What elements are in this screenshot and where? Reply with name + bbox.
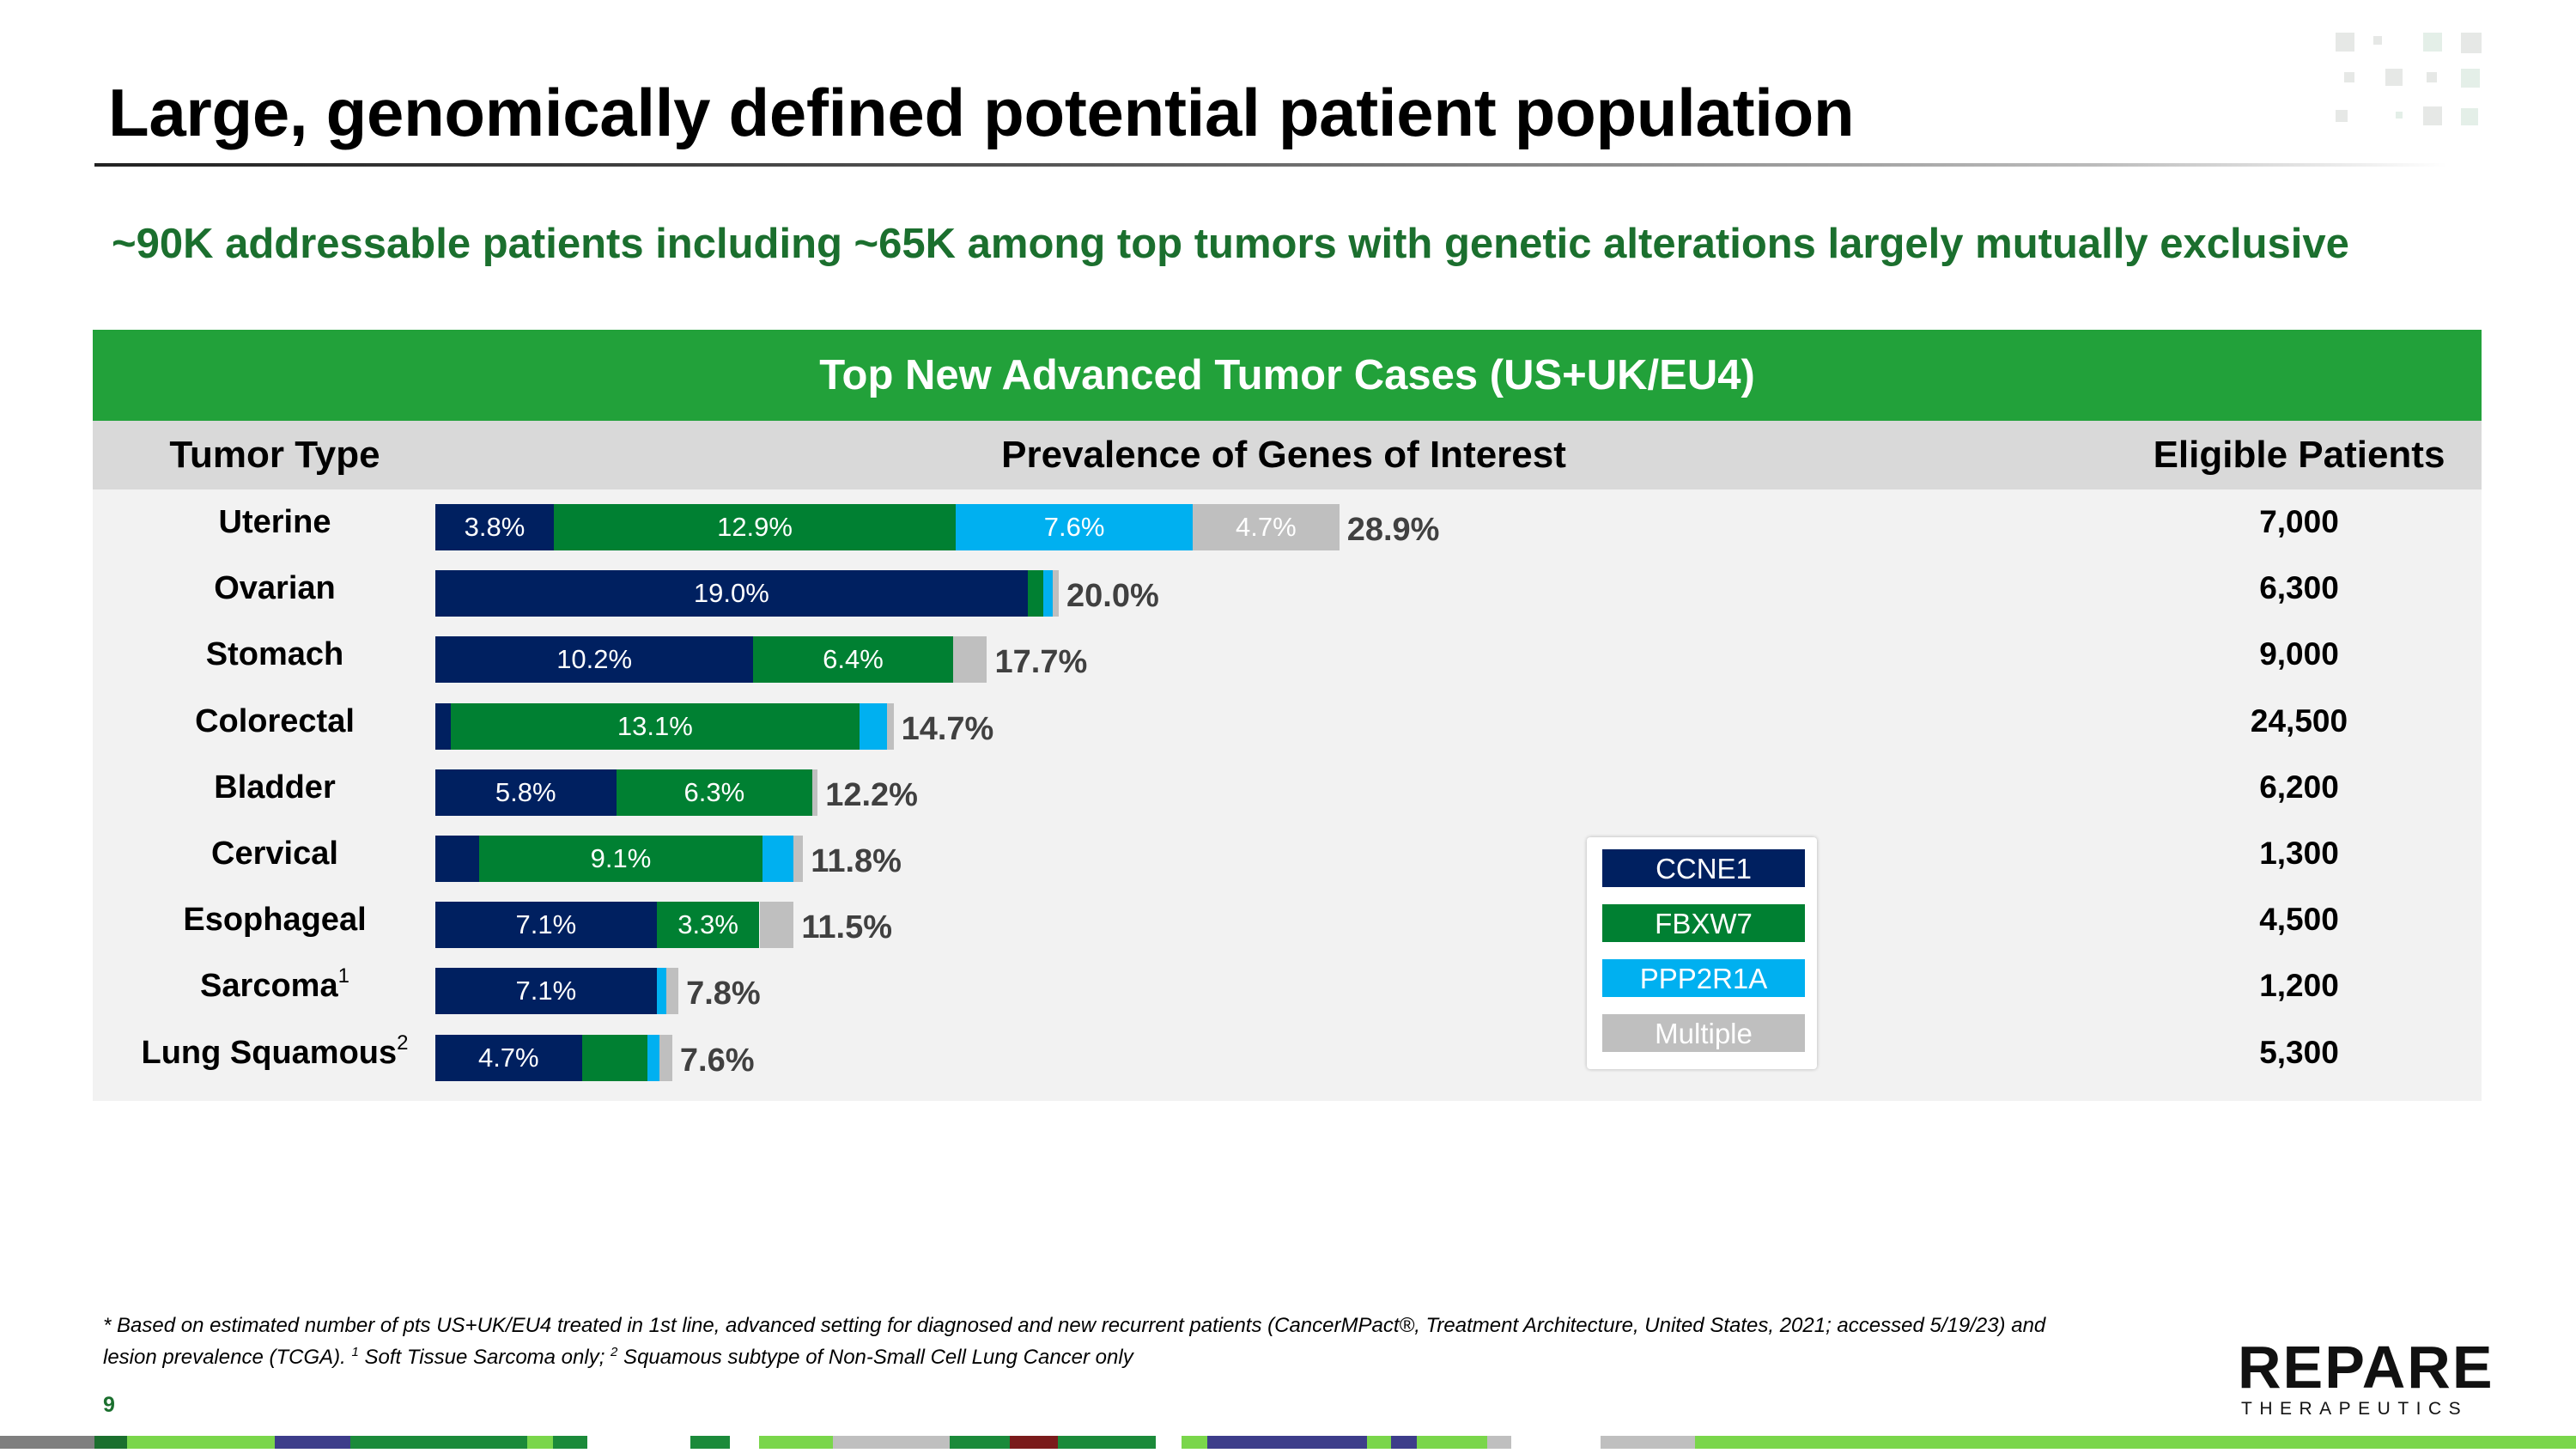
bar-segment-ovarian-ppp2r1a (1042, 570, 1053, 617)
bar-segment-bladder-ccne1: 5.8% (435, 769, 617, 816)
eligible-patients-colorectal: 24,500 (2250, 702, 2348, 739)
bar-segment-esophageal-multiple (759, 902, 794, 949)
bar-segment-ovarian-fbxw7 (1027, 570, 1043, 617)
footnote-sup-1: 1 (351, 1345, 359, 1359)
footnote-line2-c: Squamous subtype of Non-Small Cell Lung … (617, 1346, 1133, 1369)
legend-item-ccne1: CCNE1 (1602, 849, 1805, 887)
eligible-patients-esophageal: 4,500 (2259, 902, 2339, 938)
bar-segment-lung-squamous-fbxw7 (581, 1034, 647, 1081)
tumor-label-lung-squamous: Lung Squamous2 (141, 1030, 409, 1071)
bar-total-label: 11.5% (801, 909, 893, 946)
eligible-patients-uterine: 7,000 (2259, 504, 2339, 539)
column-header-prevalence: Prevalence of Genes of Interest (1001, 434, 1566, 476)
bar-segment-uterine-ppp2r1a: 7.6% (956, 504, 1194, 550)
decorative-color-strip (0, 1436, 2576, 1449)
bar-segment-lung-squamous-multiple (659, 1034, 672, 1081)
tumor-label-colorectal: Colorectal (195, 702, 355, 739)
bar-segment-lung-squamous-ccne1: 4.7% (435, 1034, 582, 1081)
eligible-patients-sarcoma: 1,200 (2259, 968, 2339, 1004)
legend-item-ppp2r1a: PPP2R1A (1602, 959, 1805, 997)
eligible-patients-bladder: 6,200 (2259, 769, 2339, 805)
bar-segment-colorectal-multiple (887, 702, 894, 750)
page-title: Large, genomically defined potential pat… (108, 75, 1855, 150)
bar-segment-colorectal-ppp2r1a (859, 702, 888, 750)
tumor-label-uterine: Uterine (218, 504, 331, 540)
bar-segment-sarcoma-ccne1: 7.1% (435, 968, 657, 1015)
bar-total-label: 20.0% (1066, 578, 1159, 615)
bar-segment-uterine-fbxw7: 12.9% (553, 504, 957, 550)
company-logo: REPARE (2238, 1334, 2494, 1401)
legend-item-multiple: Multiple (1602, 1014, 1805, 1052)
bar-segment-esophageal-fbxw7: 3.3% (656, 902, 760, 949)
bar-segment-cervical-ppp2r1a (762, 836, 794, 882)
subtitle: ~90K addressable patients including ~65K… (112, 221, 2349, 267)
bar-segment-uterine-ccne1: 3.8% (435, 504, 554, 550)
tumor-label-stomach: Stomach (205, 636, 344, 673)
eligible-patients-stomach: 9,000 (2259, 636, 2339, 672)
bar-segment-ovarian-multiple (1052, 570, 1059, 617)
bar-segment-colorectal-fbxw7: 13.1% (451, 702, 860, 750)
column-header-eligible-patients: Eligible Patients (2153, 434, 2445, 476)
bar-segment-bladder-multiple (812, 769, 818, 816)
bar-total-label: 11.8% (811, 843, 902, 879)
chart-legend: CCNE1 FBXW7 PPP2R1A Multiple (1587, 837, 1817, 1069)
bar-segment-uterine-multiple: 4.7% (1193, 504, 1340, 550)
bar-total-label: 7.6% (679, 1042, 755, 1079)
bar-segment-colorectal-ccne1 (435, 702, 452, 750)
eligible-patients-cervical: 1,300 (2259, 836, 2339, 871)
bar-total-label: 12.2% (825, 776, 918, 813)
bar-segment-stomach-multiple (952, 636, 987, 684)
bar-segment-cervical-ccne1 (435, 836, 479, 882)
bar-total-label: 7.8% (686, 976, 761, 1012)
bar-segment-bladder-fbxw7: 6.3% (616, 769, 813, 816)
tumor-footnote-marker: 2 (397, 1030, 409, 1055)
decorative-square-pattern (2332, 31, 2487, 134)
bar-segment-stomach-fbxw7: 6.4% (753, 636, 953, 684)
legend-item-fbxw7: FBXW7 (1602, 904, 1805, 942)
eligible-patients-lung-squamous: 5,300 (2259, 1034, 2339, 1070)
eligible-patients-ovarian: 6,300 (2259, 570, 2339, 606)
panel-header: Top New Advanced Tumor Cases (US+UK/EU4) (93, 330, 2482, 421)
bar-total-label: 14.7% (901, 710, 994, 747)
page-number: 9 (103, 1393, 115, 1417)
tumor-label-bladder: Bladder (214, 769, 336, 806)
tumor-label-cervical: Cervical (211, 836, 338, 872)
bar-segment-ovarian-ccne1: 19.0% (435, 570, 1028, 617)
footnote-sup-2: 2 (611, 1345, 618, 1359)
tumor-footnote-marker: 1 (337, 964, 349, 988)
footnote-line2-b: Soft Tissue Sarcoma only; (358, 1346, 611, 1369)
bar-segment-cervical-fbxw7: 9.1% (478, 836, 763, 882)
bar-total-label: 28.9% (1346, 512, 1440, 548)
company-logo-subtitle: THERAPEUTICS (2241, 1399, 2469, 1419)
column-header-row (93, 421, 2482, 489)
column-header-tumor-type: Tumor Type (169, 434, 380, 476)
footnote-line2-a: lesion prevalence (TCGA). (103, 1346, 352, 1369)
title-underline (94, 163, 2447, 167)
tumor-label-sarcoma: Sarcoma1 (200, 964, 349, 1005)
bar-segment-sarcoma-ppp2r1a (656, 968, 666, 1015)
bar-segment-cervical-multiple (793, 836, 804, 882)
bar-segment-stomach-ccne1: 10.2% (435, 636, 754, 684)
tumor-label-esophageal: Esophageal (183, 902, 367, 939)
bar-segment-lung-squamous-ppp2r1a (647, 1034, 660, 1081)
bar-segment-esophageal-ccne1: 7.1% (435, 902, 657, 949)
bar-segment-sarcoma-multiple (665, 968, 679, 1015)
tumor-label-ovarian: Ovarian (214, 570, 336, 607)
footnote: * Based on estimated number of pts US+UK… (103, 1312, 2181, 1371)
bar-total-label: 17.7% (994, 644, 1088, 681)
footnote-line1: * Based on estimated number of pts US+UK… (103, 1314, 2046, 1337)
